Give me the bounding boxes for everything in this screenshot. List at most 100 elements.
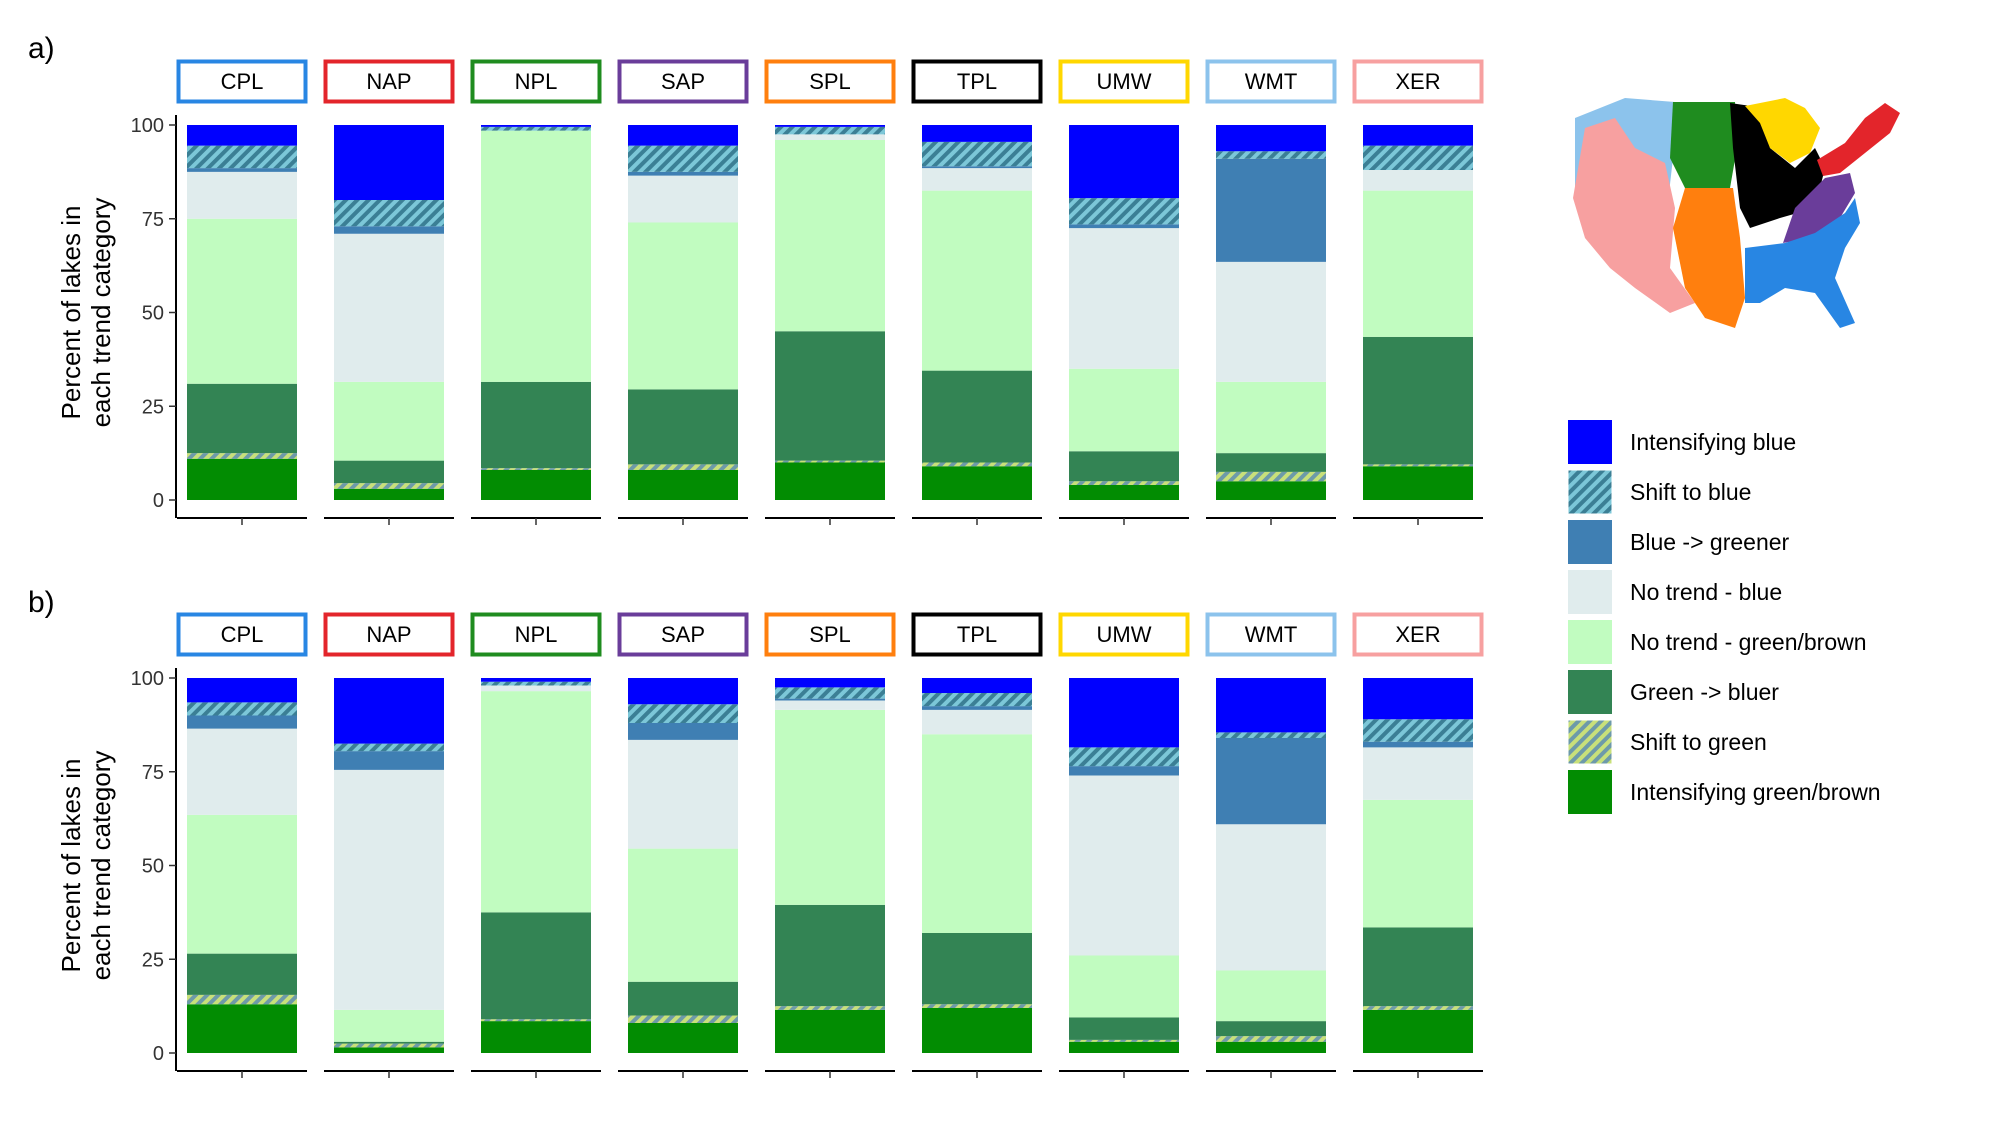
bar-segment-no-trend-green-brown	[481, 130, 591, 382]
panel-label: a)	[28, 32, 55, 65]
bar-segment-no-trend-blue	[1069, 775, 1179, 956]
bar-segment-no-trend-green-brown	[1069, 955, 1179, 1018]
legend-item-shift-to-blue: Shift to blue	[1567, 469, 1751, 515]
facet-strip	[764, 612, 896, 657]
bar-segment-intensifying-blue	[334, 125, 444, 200]
bar-segment-green-bluer	[628, 389, 738, 465]
bar-segment-intensifying-green-brown	[334, 488, 444, 500]
panel-label: b)	[28, 586, 55, 619]
y-tick-label: 50	[142, 856, 164, 878]
facet-strip	[323, 59, 455, 104]
bar-segment-shift-to-green	[1363, 464, 1473, 467]
facet-sap: SAP	[617, 612, 749, 1078]
us-ecoregion-map	[1573, 98, 1900, 328]
facet-wmt: WMT	[1205, 59, 1337, 525]
bar-segment-intensifying-blue	[481, 678, 591, 682]
bar-segment-shift-to-green	[1363, 1006, 1473, 1010]
map-region-spl	[1673, 188, 1745, 328]
legend-label: No trend - green/brown	[1630, 629, 1867, 655]
facet-spl: SPL	[764, 612, 896, 1078]
bar-segment-intensifying-green-brown	[1216, 1041, 1326, 1053]
bar-segment-green-bluer	[775, 904, 885, 1007]
legend-label: No trend - blue	[1630, 579, 1782, 605]
panel-b: b) Percent of lakes ineach trend category…	[28, 586, 1484, 1078]
facet-cpl: CPL	[176, 612, 308, 1078]
bar-segment-shift-to-green	[922, 462, 1032, 467]
bar-segment-no-trend-green-brown	[1363, 799, 1473, 928]
bar-segment-shift-to-green	[628, 464, 738, 470]
facet-strip-label: UMW	[1097, 69, 1152, 94]
bar-segment-intensifying-blue	[1363, 125, 1473, 146]
facet-strip	[470, 59, 602, 104]
bar-segment-no-trend-blue	[922, 709, 1032, 735]
y-tick-label: 50	[142, 303, 164, 325]
bar-segment-intensifying-blue	[1069, 125, 1179, 199]
bar-segment-shift-to-blue	[775, 687, 885, 699]
bar-segment-green-bluer	[922, 370, 1032, 463]
bar-segment-intensifying-green-brown	[922, 466, 1032, 500]
bar-segment-intensifying-green-brown	[334, 1047, 444, 1053]
bar-segment-intensifying-blue	[1216, 125, 1326, 152]
bar-segment-intensifying-blue	[1363, 678, 1473, 720]
facet-cpl: CPL	[176, 59, 308, 525]
facet-strip-label: WMT	[1245, 622, 1298, 647]
bar-segment-intensifying-green-brown	[1069, 485, 1179, 500]
bar-segment-no-trend-blue	[334, 769, 444, 1010]
legend-item-intensifying-green-brown: Intensifying green/brown	[1568, 770, 1881, 814]
bar-segment-intensifying-green-brown	[481, 470, 591, 500]
bar-segment-intensifying-green-brown	[1363, 466, 1473, 500]
facet-tpl: TPL	[911, 612, 1043, 1078]
bar-segment-shift-to-blue	[1069, 198, 1179, 225]
bar-segment-intensifying-blue	[187, 125, 297, 146]
bar-segment-intensifying-green-brown	[775, 462, 885, 500]
bar-segment-intensifying-green-brown	[775, 1009, 885, 1053]
bar-segment-green-bluer	[922, 933, 1032, 1005]
legend-swatch	[1568, 770, 1612, 814]
bar-segment-shift-to-green	[775, 1006, 885, 1010]
bar-segment-shift-to-blue	[334, 743, 444, 752]
facet-strip-label: SPL	[809, 69, 851, 94]
legend-swatch	[1567, 469, 1613, 515]
y-tick-label: 75	[142, 762, 164, 784]
bar-segment-shift-to-blue	[922, 693, 1032, 707]
facet-nap: NAP	[323, 59, 455, 525]
legend-swatch	[1568, 420, 1612, 464]
map-region-xer	[1573, 118, 1695, 313]
legend-item-no-trend-blue: No trend - blue	[1568, 570, 1782, 614]
facet-umw: UMW	[1058, 59, 1190, 525]
bar-segment-shift-to-blue	[334, 200, 444, 227]
bar-segment-no-trend-blue	[187, 171, 297, 219]
bar-segment-no-trend-green-brown	[1363, 190, 1473, 337]
legend-swatch	[1568, 570, 1612, 614]
facet-strip-label: NPL	[515, 69, 558, 94]
bar-segment-blue-greener	[187, 715, 297, 729]
bar-segment-intensifying-green-brown	[922, 1008, 1032, 1053]
bar-segment-shift-to-green	[187, 994, 297, 1005]
facet-strip-label: CPL	[221, 69, 264, 94]
legend-label: Shift to green	[1630, 729, 1767, 755]
facet-strip	[1058, 612, 1190, 657]
bar-segment-intensifying-green-brown	[628, 470, 738, 500]
bar-segment-no-trend-green-brown	[187, 814, 297, 954]
facet-strip	[1352, 59, 1484, 104]
bar-segment-no-trend-green-brown	[775, 709, 885, 905]
legend-label: Intensifying blue	[1630, 429, 1796, 455]
facet-strip-label: WMT	[1245, 69, 1298, 94]
bar-segment-blue-greener	[775, 698, 885, 701]
facet-strip	[617, 612, 749, 657]
bar-segment-shift-to-green	[1069, 481, 1179, 485]
facet-strip	[617, 59, 749, 104]
map-region-nap	[1817, 103, 1900, 176]
y-tick-label: 25	[142, 396, 164, 418]
bar-segment-shift-to-blue	[922, 141, 1032, 167]
bar-segment-no-trend-blue	[334, 233, 444, 382]
facet-strip	[911, 59, 1043, 104]
bar-segment-no-trend-green-brown	[922, 734, 1032, 933]
facet-strip-label: CPL	[221, 622, 264, 647]
bar-segment-no-trend-green-brown	[628, 222, 738, 390]
bar-segment-shift-to-green	[334, 1043, 444, 1048]
legend: Intensifying blue Shift to blue Blue -> gr…	[1567, 420, 1881, 814]
bar-segment-shift-to-green	[481, 468, 591, 470]
facet-tpl: TPL	[911, 59, 1043, 525]
facet-strip	[1205, 59, 1337, 104]
